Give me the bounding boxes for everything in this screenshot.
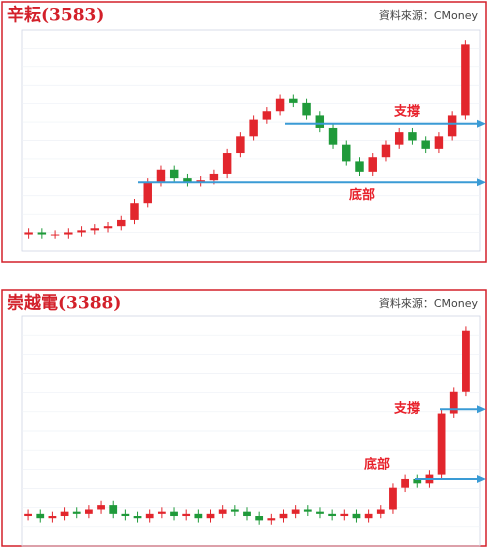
candle-body: [315, 115, 325, 128]
candle-body: [255, 516, 264, 521]
candle-body: [72, 511, 81, 514]
candle-body: [352, 513, 361, 519]
candle-body: [37, 232, 47, 235]
candle-body: [130, 203, 139, 220]
candle-body: [368, 157, 377, 172]
candle-body: [340, 513, 349, 517]
candle-body: [85, 509, 93, 514]
candle-body: [421, 140, 430, 149]
annotation-label: 支撐: [393, 401, 420, 417]
candle-body: [462, 330, 470, 392]
candle-body: [328, 127, 338, 145]
candle-body: [143, 182, 152, 204]
candle-body: [461, 44, 470, 116]
candle-body: [394, 132, 404, 145]
candle-body: [60, 511, 69, 517]
candle-body: [97, 505, 105, 510]
candle-body: [267, 518, 276, 521]
candle-body: [183, 178, 192, 183]
arrow-head: [477, 474, 486, 483]
candle-body: [303, 509, 312, 512]
candle-body: [302, 102, 311, 116]
annotation-label: 底部: [349, 187, 375, 203]
candle-body: [222, 153, 232, 174]
candle-body: [236, 136, 245, 154]
arrow-head: [477, 178, 486, 187]
candle-body: [434, 136, 444, 149]
candle-body: [194, 513, 203, 519]
candle-body: [249, 119, 258, 137]
source-label: 資料來源：CMoney: [379, 296, 479, 310]
candle-body: [413, 478, 422, 484]
candle-body: [50, 234, 60, 236]
candle-body: [316, 511, 324, 514]
candle-body: [170, 511, 178, 517]
candle-body: [206, 513, 215, 519]
arrow-head: [477, 119, 486, 128]
candle-body: [169, 169, 179, 179]
candle-body: [133, 516, 142, 519]
candle-body: [289, 98, 298, 103]
candle-body: [401, 478, 409, 488]
arrow-head: [477, 405, 486, 414]
chart-title: 崇越電(3388): [7, 293, 121, 314]
candle-body: [156, 169, 166, 183]
chart-title: 辛耘(3583): [7, 5, 104, 26]
candle-body: [103, 226, 113, 229]
candle-body: [376, 509, 385, 514]
candle-body: [196, 180, 205, 183]
candle-body: [243, 511, 251, 517]
candle-body: [36, 513, 45, 519]
candle-body: [121, 513, 130, 517]
candle-body: [262, 111, 272, 120]
candle-body: [64, 232, 73, 235]
candle-body: [291, 509, 300, 514]
candle-body: [275, 98, 285, 112]
candle-body: [24, 513, 32, 517]
candle-body: [77, 230, 86, 233]
candle-body: [447, 115, 457, 137]
candle-body: [117, 219, 126, 227]
candle-body: [449, 391, 458, 414]
candle-body: [408, 132, 417, 141]
candle-body: [230, 509, 239, 512]
candle-body: [381, 144, 391, 158]
candle-body: [328, 513, 337, 517]
panel-frame: [1, 1, 487, 263]
panel-frame: [1, 289, 487, 547]
candle-body: [209, 173, 219, 181]
candle-body: [157, 511, 166, 514]
candle-body: [48, 516, 57, 519]
candle-body: [355, 161, 364, 172]
candle-body: [24, 232, 33, 235]
candle-body: [90, 228, 100, 231]
candle-body: [109, 505, 118, 514]
candle-body: [364, 513, 373, 519]
annotation-label: 支撐: [393, 103, 420, 119]
candle-body: [182, 513, 191, 517]
candle-body: [145, 513, 154, 519]
annotation-label: 底部: [364, 456, 390, 472]
candle-body: [279, 513, 288, 519]
candle-body: [389, 487, 397, 510]
candle-body: [437, 413, 446, 475]
candle-body: [218, 509, 227, 514]
candle-body: [342, 144, 351, 162]
source-label: 資料來源：CMoney: [379, 8, 479, 22]
